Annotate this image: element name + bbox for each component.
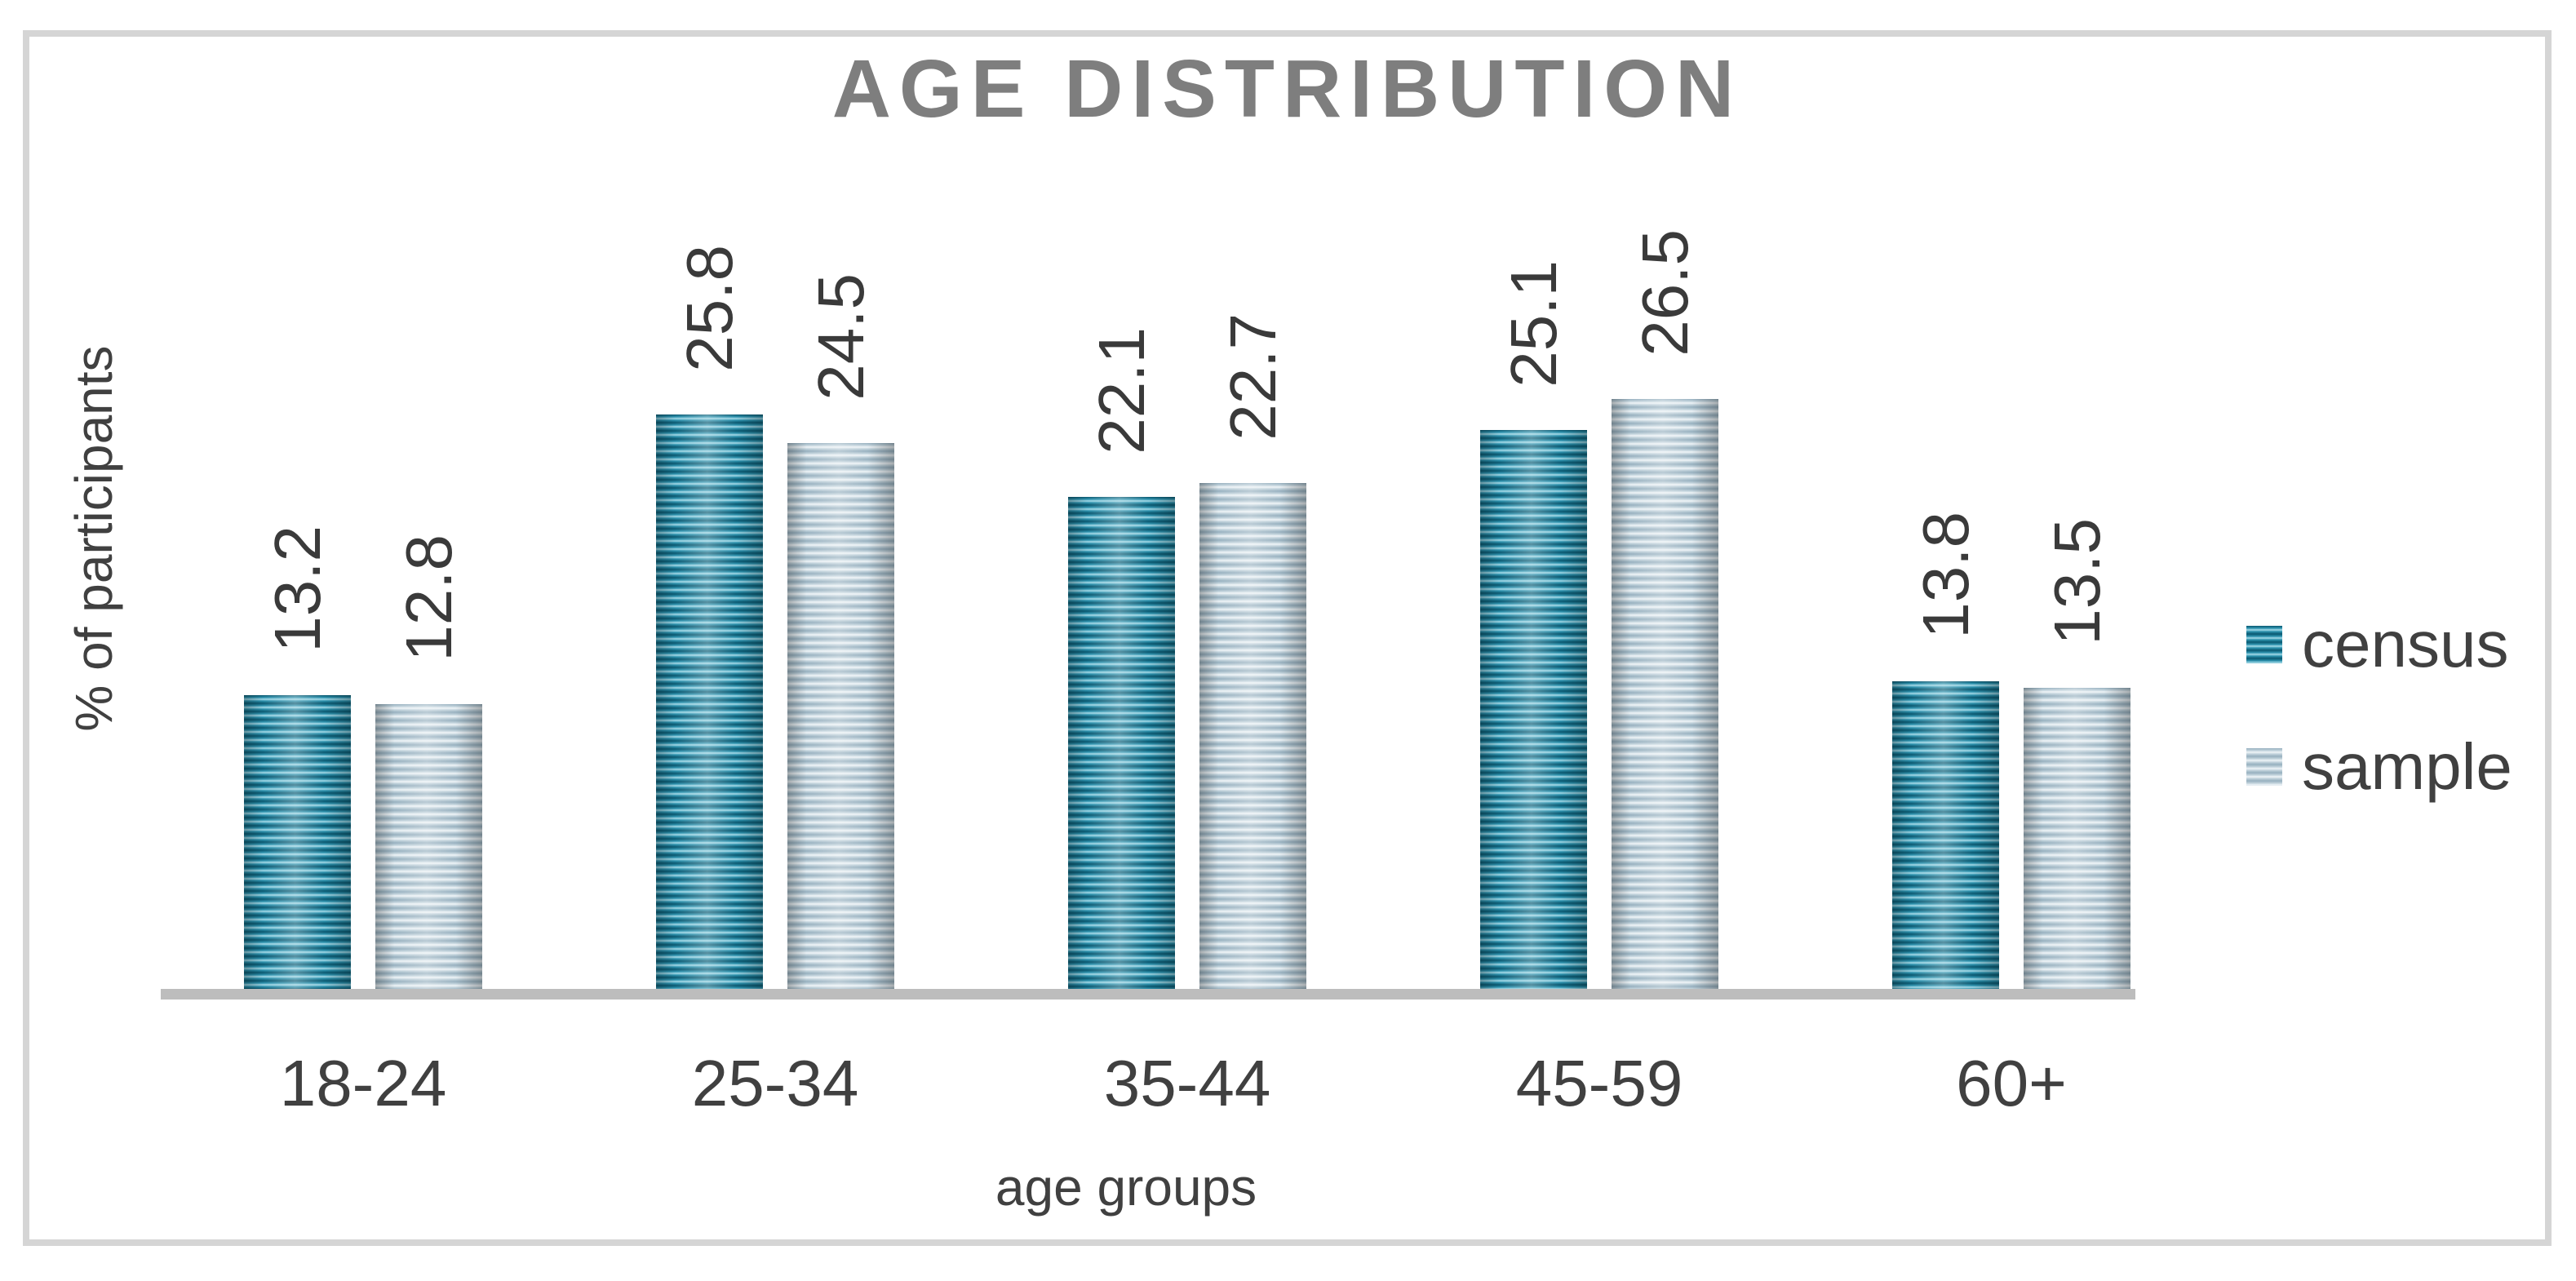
sample-value-label-25-34: 24.5 — [804, 273, 877, 401]
legend-label: sample — [2302, 730, 2512, 803]
chart-title: AGE DISTRIBUTION — [831, 43, 1743, 135]
sample-bar-18-24 — [375, 704, 482, 989]
sample-bar-60+ — [2024, 688, 2130, 989]
sample-bar-35-44 — [1199, 483, 1306, 989]
census-value-label-25-34: 25.8 — [672, 245, 746, 372]
legend-label: census — [2302, 608, 2509, 680]
x-tick-label-35-44: 35-44 — [1103, 1047, 1271, 1119]
census-bar-18-24 — [244, 695, 351, 989]
x-axis-tick-labels: 18-24 25-34 35-44 45-59 60+ — [161, 1046, 2135, 1128]
sample-bar-25-34 — [787, 443, 894, 989]
census-value-label-18-24: 13.2 — [260, 525, 334, 653]
y-axis-title: % of participants — [64, 345, 123, 732]
legend-item-sample: sample — [2246, 730, 2512, 804]
x-tick-label-18-24: 18-24 — [279, 1047, 447, 1119]
census-bar-60+ — [1892, 681, 1999, 989]
x-tick-label-25-34: 25-34 — [691, 1047, 859, 1119]
census-bar-35-44 — [1068, 497, 1175, 989]
legend-swatch-sample-icon — [2246, 748, 2282, 786]
census-value-label-45-59: 25.1 — [1496, 260, 1570, 388]
sample-value-label-18-24: 12.8 — [392, 534, 465, 662]
plot-area: 13.2 12.8 25.8 24.5 22.1 22.7 25.1 26.5 13.8 13.5 — [161, 0, 2135, 989]
sample-value-label-35-44: 22.7 — [1216, 313, 1289, 441]
census-value-label-60+: 13.8 — [1909, 512, 1982, 639]
sample-bar-45-59 — [1612, 399, 1718, 989]
sample-value-label-45-59: 26.5 — [1628, 229, 1701, 357]
census-value-label-35-44: 22.1 — [1084, 327, 1158, 454]
sample-value-label-60+: 13.5 — [2040, 518, 2113, 645]
x-tick-label-60+: 60+ — [1956, 1047, 2067, 1119]
x-axis-line — [161, 989, 2135, 1000]
legend-swatch-census-icon — [2246, 626, 2282, 663]
x-tick-label-45-59: 45-59 — [1515, 1047, 1683, 1119]
legend-item-census: census — [2246, 608, 2508, 681]
x-axis-title: age groups — [995, 1158, 1257, 1217]
census-bar-45-59 — [1480, 430, 1587, 989]
census-bar-25-34 — [656, 414, 763, 989]
